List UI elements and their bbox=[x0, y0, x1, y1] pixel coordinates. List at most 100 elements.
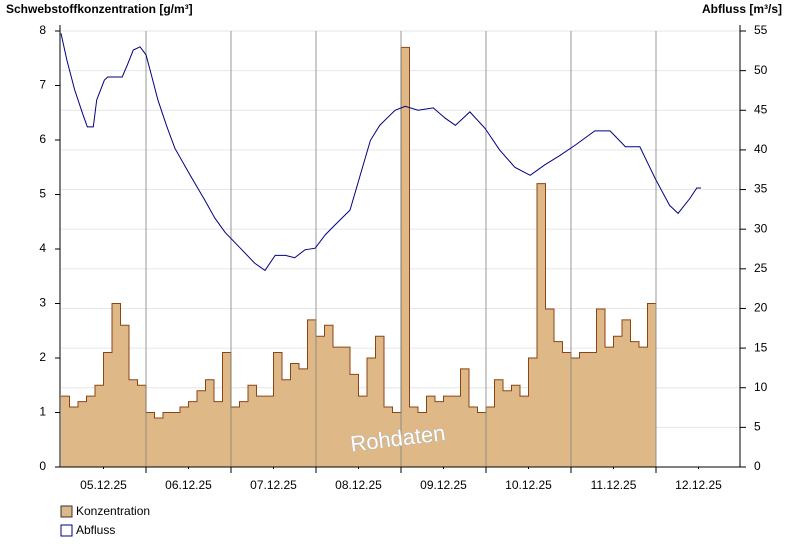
area-step bbox=[69, 407, 79, 467]
area-step bbox=[324, 325, 334, 467]
area-step bbox=[163, 412, 172, 467]
x-tick-label: 07.12.25 bbox=[250, 478, 297, 492]
area-outline bbox=[61, 46, 656, 419]
x-tick-label: 05.12.25 bbox=[80, 478, 127, 492]
area-step bbox=[605, 347, 614, 467]
area-step bbox=[647, 303, 657, 467]
y2-tick-label: 50 bbox=[754, 63, 768, 77]
area-step bbox=[486, 407, 495, 467]
area-step bbox=[222, 352, 232, 467]
area-step bbox=[290, 363, 300, 467]
area-step bbox=[350, 374, 359, 467]
area-step bbox=[596, 308, 606, 467]
area-step bbox=[248, 385, 257, 467]
area-step bbox=[630, 341, 640, 467]
area-step bbox=[256, 396, 266, 467]
x-tick-label: 12.12.25 bbox=[675, 478, 722, 492]
area-step bbox=[180, 407, 189, 467]
y2-tick-label: 5 bbox=[754, 420, 761, 434]
y2-tick-label: 40 bbox=[754, 142, 768, 156]
area-step bbox=[316, 336, 325, 467]
area-step bbox=[579, 352, 589, 467]
area-step bbox=[214, 401, 223, 467]
area-step bbox=[511, 385, 521, 467]
area-step bbox=[367, 358, 376, 467]
y-axis-title: Schwebstoffkonzentration [g/m³] bbox=[6, 2, 193, 16]
line bbox=[60, 33, 702, 272]
area-step bbox=[418, 412, 427, 467]
area-step bbox=[622, 319, 631, 467]
legend-label: Abfluss bbox=[76, 523, 115, 537]
area-step bbox=[333, 347, 342, 467]
area-step bbox=[358, 396, 368, 467]
y-tick-label: 1 bbox=[39, 405, 46, 419]
area-step bbox=[197, 390, 206, 467]
y2-tick-label: 0 bbox=[754, 459, 761, 473]
area-step bbox=[537, 183, 546, 467]
x-tick-label: 10.12.25 bbox=[505, 478, 552, 492]
x-tick-label: 08.12.25 bbox=[335, 478, 382, 492]
area-step bbox=[554, 341, 563, 467]
y2-tick-label: 35 bbox=[754, 182, 768, 196]
y2-axis-title: Abfluss [m³/s] bbox=[702, 2, 782, 16]
area-step bbox=[188, 401, 198, 467]
area-step bbox=[299, 368, 308, 467]
area-step bbox=[120, 325, 130, 467]
y2-tick-label: 20 bbox=[754, 301, 768, 315]
area-step bbox=[154, 417, 164, 467]
area-step bbox=[61, 396, 70, 467]
area-step bbox=[282, 379, 291, 467]
y-tick-label: 2 bbox=[39, 350, 46, 364]
x-tick-label: 11.12.25 bbox=[591, 478, 637, 492]
area-step bbox=[392, 412, 402, 467]
area-step bbox=[112, 303, 121, 467]
area-step bbox=[239, 401, 249, 467]
y-tick-label: 0 bbox=[39, 459, 46, 473]
area-step bbox=[103, 352, 113, 467]
area-step bbox=[307, 319, 317, 467]
y2-tick-label: 25 bbox=[754, 261, 768, 275]
area-step bbox=[171, 412, 181, 467]
area-step bbox=[528, 358, 538, 467]
area-step bbox=[129, 379, 138, 467]
y-tick-label: 5 bbox=[39, 187, 46, 201]
x-tick-label: 09.12.25 bbox=[420, 478, 467, 492]
legend-swatch bbox=[60, 524, 73, 537]
area-step bbox=[613, 336, 623, 467]
area-step bbox=[571, 358, 580, 467]
y2-tick-label: 10 bbox=[754, 380, 768, 394]
area-step bbox=[137, 385, 147, 467]
x-tick-label: 06.12.25 bbox=[165, 478, 212, 492]
y-tick-label: 7 bbox=[39, 78, 46, 92]
area-step bbox=[401, 47, 410, 467]
area-step bbox=[520, 396, 529, 467]
y-tick-label: 6 bbox=[39, 132, 46, 146]
area-step bbox=[95, 385, 104, 467]
legend-label: Konzentration bbox=[76, 504, 150, 518]
area-step bbox=[460, 368, 470, 467]
y2-tick-label: 55 bbox=[754, 23, 768, 37]
y-tick-label: 3 bbox=[39, 296, 46, 310]
y-tick-label: 4 bbox=[39, 241, 46, 255]
y2-tick-label: 15 bbox=[754, 340, 768, 354]
area-step bbox=[231, 407, 240, 467]
y2-tick-label: 45 bbox=[754, 102, 768, 116]
area-step bbox=[341, 347, 351, 467]
area-step bbox=[435, 401, 444, 467]
area-step bbox=[469, 407, 478, 467]
area-step bbox=[409, 407, 419, 467]
legend-swatch bbox=[60, 505, 73, 518]
area-step bbox=[205, 379, 215, 467]
y-tick-label: 8 bbox=[39, 23, 46, 37]
area-step bbox=[443, 396, 453, 467]
area-step bbox=[503, 390, 512, 467]
area-step bbox=[265, 396, 274, 467]
area-step bbox=[588, 352, 597, 467]
area-step bbox=[78, 401, 87, 467]
area-step bbox=[375, 336, 385, 467]
area-step bbox=[146, 412, 155, 467]
area-step bbox=[545, 308, 555, 467]
area-step bbox=[86, 396, 96, 467]
area-step bbox=[452, 396, 461, 467]
